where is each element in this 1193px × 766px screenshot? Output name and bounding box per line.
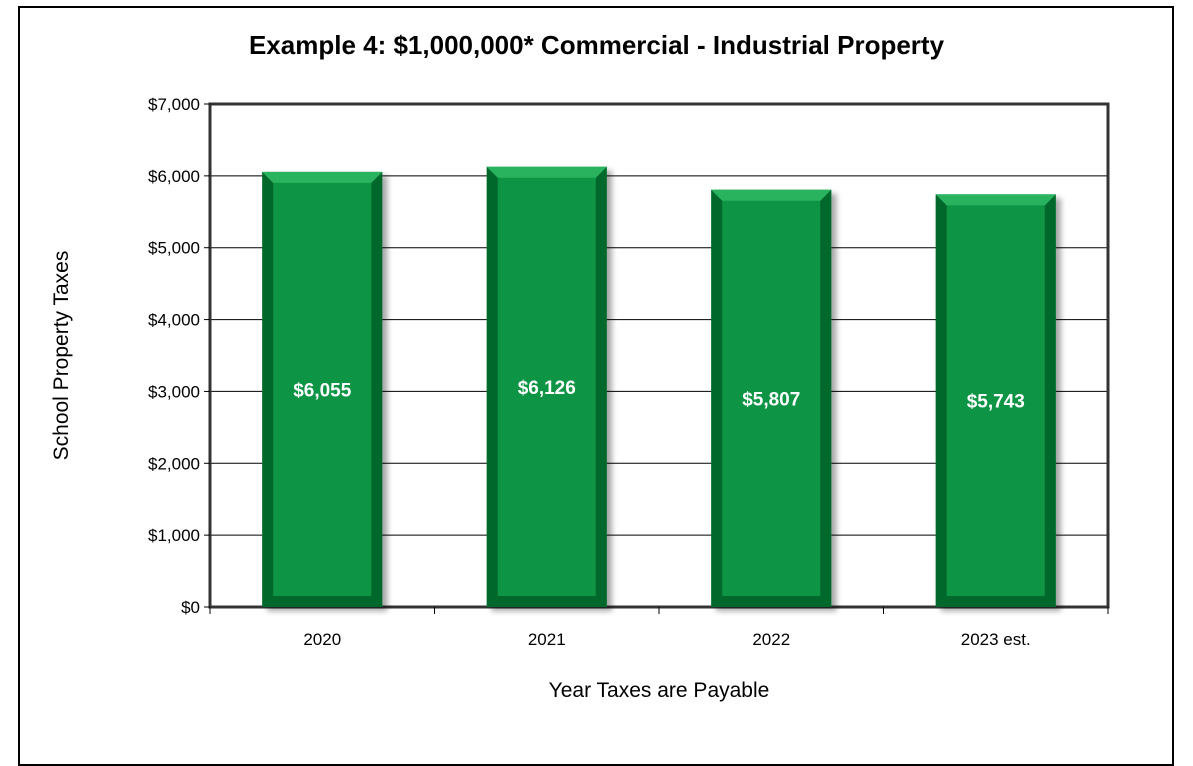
y-tick-label: $2,000 — [148, 454, 200, 473]
x-tick-label: 2021 — [528, 630, 566, 649]
y-tick-label: $0 — [181, 598, 200, 617]
y-tick-label: $1,000 — [148, 526, 200, 545]
bar-data-label: $6,126 — [518, 378, 576, 399]
x-tick-label: 2023 est. — [961, 630, 1031, 649]
x-tick-label: 2022 — [752, 630, 790, 649]
y-tick-label: $3,000 — [148, 382, 200, 401]
x-tick-label: 2020 — [303, 630, 341, 649]
x-axis-ticks: 2020 2021 2022 2023 est. — [209, 607, 1109, 649]
y-tick-label: $4,000 — [148, 311, 200, 330]
y-axis-title: School Property Taxes — [50, 251, 73, 461]
bar — [711, 189, 832, 607]
bar — [935, 194, 1056, 607]
bar — [486, 166, 607, 607]
bar-data-label: $5,807 — [742, 389, 800, 410]
chart-title: Example 4: $1,000,000* Commercial - Indu… — [248, 30, 945, 60]
y-axis-ticks: $0 $1,000 $2,000 $3,000 $4,000 $5,000 $6,000 $7… — [148, 95, 210, 617]
bar-data-label: $5,743 — [967, 392, 1025, 413]
y-tick-label: $7,000 — [148, 95, 200, 114]
y-tick-label: $5,000 — [148, 239, 200, 258]
bars: $6,055 $6,126 $5,807 $5,743 — [262, 166, 1056, 607]
x-axis-title: Year Taxes are Payable — [549, 679, 770, 702]
bar-data-label: $6,055 — [293, 380, 352, 401]
bar — [262, 171, 383, 607]
y-tick-label: $6,000 — [148, 167, 200, 186]
